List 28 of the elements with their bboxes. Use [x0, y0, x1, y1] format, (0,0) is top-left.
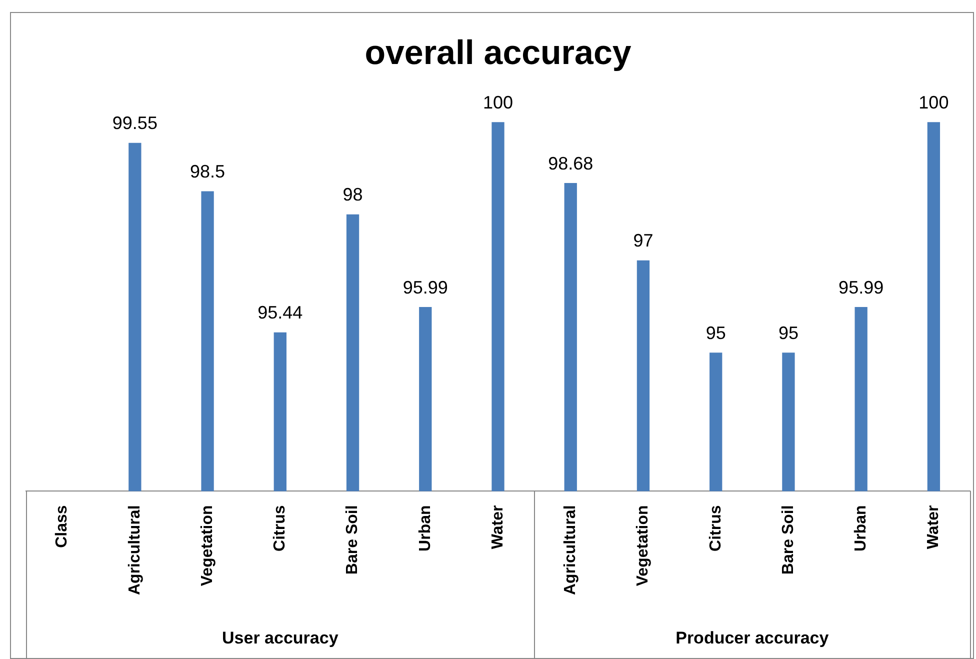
data-label: 98 — [342, 184, 363, 205]
x-tick-label: Water — [925, 505, 942, 550]
x-tick-label: Urban — [416, 505, 434, 552]
data-label: 100 — [918, 92, 949, 112]
x-tick-label: Citrus — [272, 505, 289, 552]
x-tick-label: Agricultural — [126, 505, 144, 596]
x-tick-label: Bare Soil — [344, 505, 362, 575]
data-label: 95 — [778, 322, 798, 343]
data-label: 98.5 — [190, 162, 226, 182]
annotation: Producer accuracy — [676, 628, 830, 648]
x-tick-label: Urban — [852, 505, 870, 552]
x-tick-label: Water — [489, 505, 506, 550]
x-tick-label: Vegetation — [198, 505, 216, 586]
data-label: 98.68 — [548, 153, 594, 174]
x-tick-label: Citrus — [707, 505, 724, 552]
data-label: 100 — [482, 92, 514, 112]
annotation: User accuracy — [222, 628, 339, 648]
x-tick-label: Vegetation — [634, 505, 652, 586]
data-label: 95.99 — [838, 277, 884, 298]
x-tick-label: Class — [54, 505, 71, 548]
x-tick-label: Bare Soil — [780, 505, 797, 575]
data-label: 99.55 — [112, 113, 158, 134]
x-tick-label: Agricultural — [562, 505, 580, 596]
data-label: 97 — [633, 230, 654, 251]
data-label: 95.44 — [258, 302, 303, 323]
data-label: 95.99 — [402, 277, 448, 298]
chart-title: overall accuracy — [364, 34, 632, 72]
data-label: 95 — [706, 322, 726, 343]
